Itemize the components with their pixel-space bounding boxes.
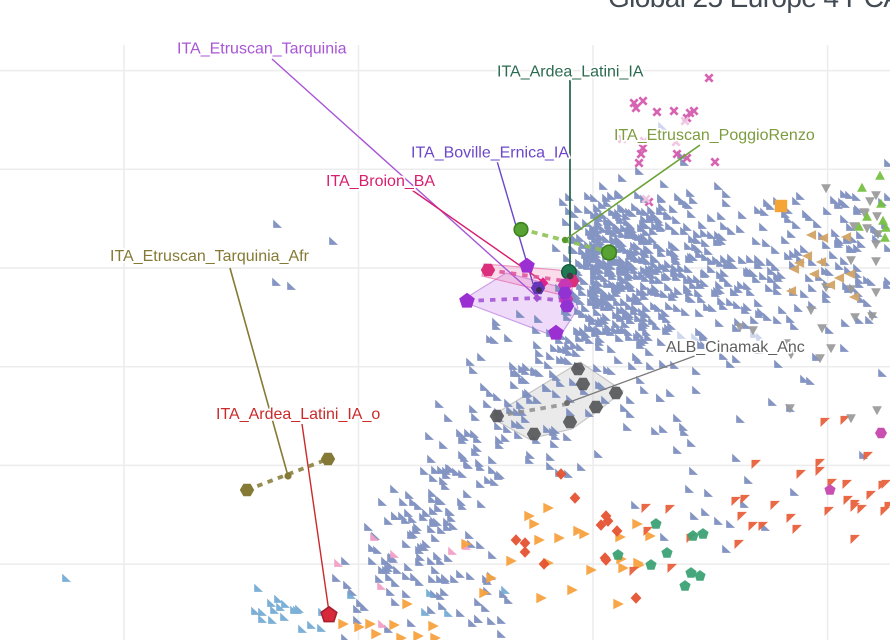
svg-text:ITA_Ardea_Latini_IA_o: ITA_Ardea_Latini_IA_o	[216, 406, 380, 423]
svg-text:ITA_Boville_Ernica_IA: ITA_Boville_Ernica_IA	[411, 145, 569, 162]
svg-text:ITA_Broion_BA: ITA_Broion_BA	[326, 173, 435, 190]
svg-text:ITA_Etruscan_Tarquinia_Afr: ITA_Etruscan_Tarquinia_Afr	[110, 248, 310, 265]
svg-text:Global 25 Europe 4 PCA: Global 25 Europe 4 PCA	[608, 0, 890, 13]
svg-text:ITA_Etruscan_Tarquinia: ITA_Etruscan_Tarquinia	[177, 41, 347, 58]
svg-text:ITA_Ardea_Latini_IA: ITA_Ardea_Latini_IA	[497, 64, 644, 81]
svg-text:ITA_Etruscan_PoggioRenzo: ITA_Etruscan_PoggioRenzo	[614, 127, 815, 144]
svg-text:ALB_Cinamak_Anc: ALB_Cinamak_Anc	[666, 339, 805, 356]
